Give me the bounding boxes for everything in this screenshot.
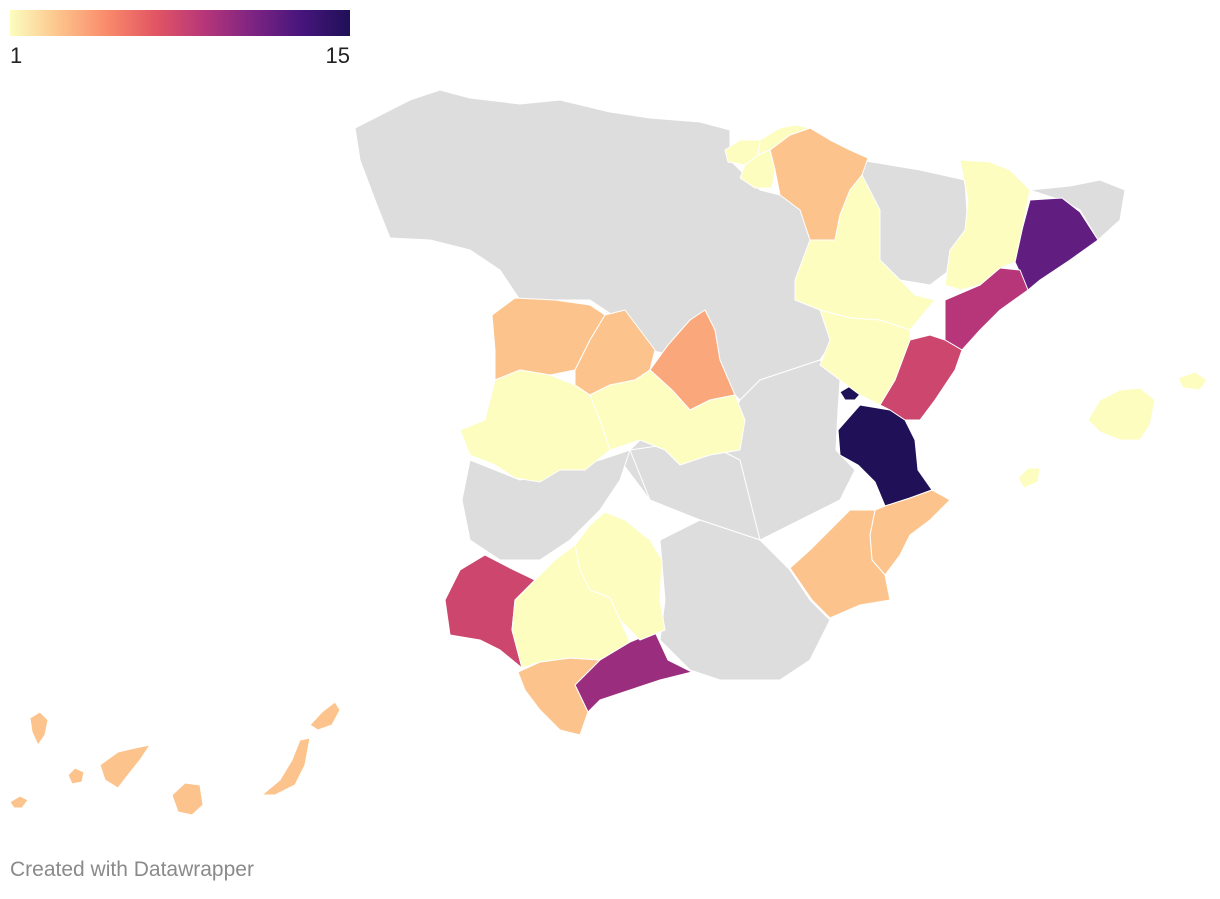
province-gran-canaria — [171, 782, 204, 816]
legend-gradient-rect — [10, 10, 350, 36]
province-menorca — [1177, 371, 1208, 391]
province-mallorca — [1087, 387, 1156, 441]
province-fuerteventura — [261, 737, 311, 796]
province-teruel — [819, 309, 911, 406]
color-legend: 1 15 — [10, 10, 350, 69]
no-data-regions — [354, 89, 1126, 681]
province-murcia — [789, 509, 891, 619]
no-data-south-east — [659, 519, 831, 681]
province-ibiza — [1017, 467, 1041, 489]
data-regions — [9, 124, 1208, 816]
province-la-gomera — [67, 767, 85, 785]
legend-labels: 1 15 — [10, 41, 350, 69]
legend-gradient-bar — [10, 10, 350, 36]
province-alicante — [869, 489, 951, 576]
province-lleida — [944, 159, 1031, 291]
legend-min-label: 1 — [10, 43, 23, 68]
province-el-hierro — [9, 795, 29, 809]
province-tenerife — [99, 744, 151, 789]
province-lanzarote — [309, 701, 341, 731]
province-sevilla — [511, 544, 631, 669]
province-alava — [739, 149, 776, 189]
province-zaragoza — [794, 174, 936, 331]
legend-max-label: 15 — [325, 43, 350, 68]
province-la-palma — [29, 711, 49, 746]
province-toledo — [589, 369, 746, 466]
credit-text: Created with Datawrapper — [10, 858, 254, 881]
